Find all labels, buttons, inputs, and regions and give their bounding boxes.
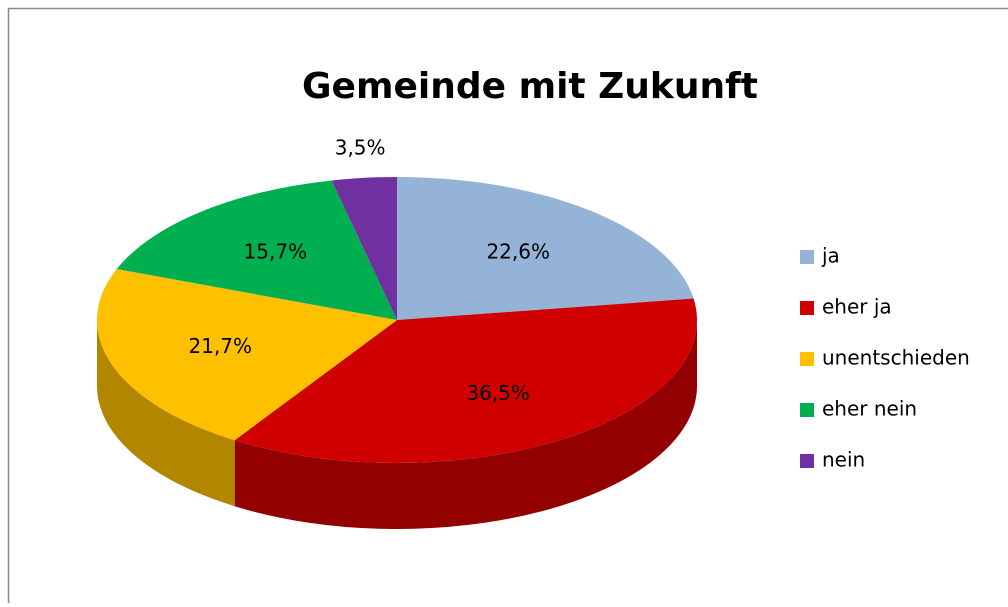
- legend-swatch: [800, 454, 814, 468]
- data-label: 22,6%: [486, 239, 550, 263]
- legend-label: ja: [821, 244, 840, 268]
- data-label: 3,5%: [335, 135, 386, 159]
- legend-swatch: [800, 250, 814, 264]
- data-label: 36,5%: [466, 381, 530, 405]
- legend-swatch: [800, 352, 814, 366]
- data-label: 21,7%: [189, 334, 253, 358]
- legend-label: eher ja: [822, 295, 892, 319]
- data-label: 15,7%: [244, 239, 308, 263]
- chart-title: Gemeinde mit Zukunft: [302, 66, 758, 107]
- legend-label: eher nein: [822, 397, 917, 421]
- legend-label: nein: [822, 448, 865, 472]
- legend-swatch: [800, 403, 814, 417]
- legend-swatch: [800, 301, 814, 315]
- legend-label: unentschieden: [822, 346, 970, 370]
